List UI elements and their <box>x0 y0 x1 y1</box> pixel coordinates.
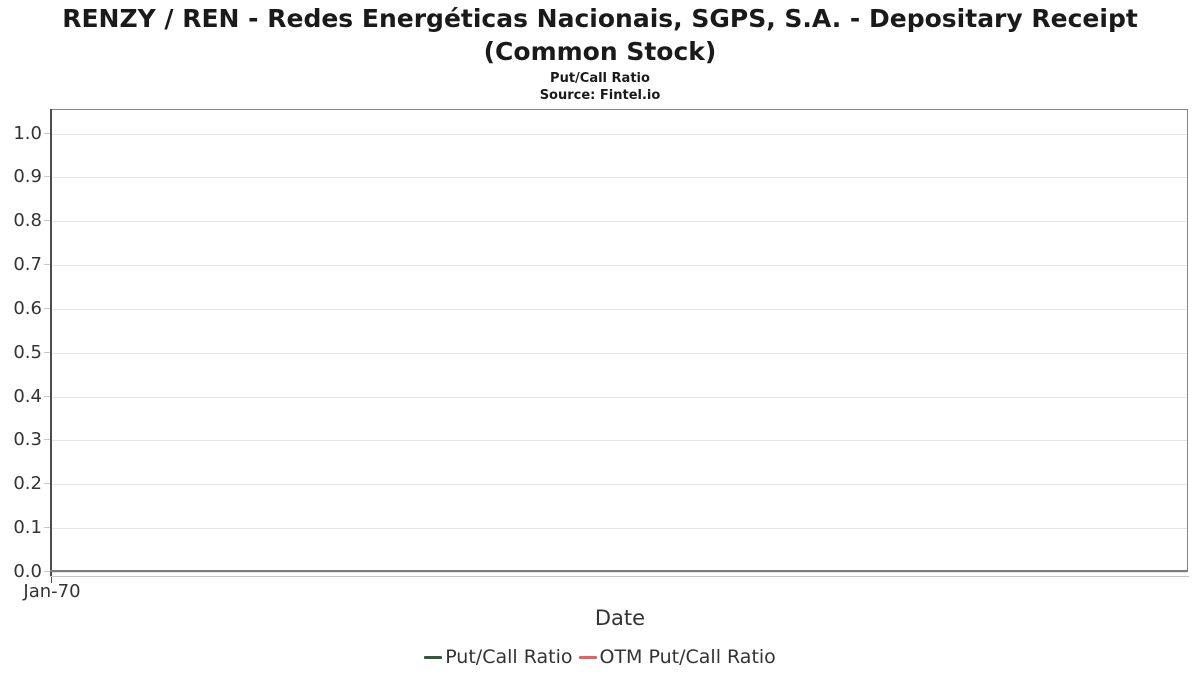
y-tick-label: 1.0 <box>13 122 42 144</box>
y-axis-line <box>50 109 52 577</box>
chart-title-line-2: (Common Stock) <box>483 37 717 66</box>
x-axis-label: Date <box>594 606 646 630</box>
legend-label-put-call-ratio: Put/Call Ratio <box>445 646 573 668</box>
y-tick <box>44 132 50 134</box>
y-gridline <box>52 352 1187 354</box>
y-tick-label: 0.4 <box>13 385 42 407</box>
y-tick <box>44 220 50 222</box>
legend-label-otm-put-call-ratio: OTM Put/Call Ratio <box>599 646 776 668</box>
y-gridline <box>52 572 1187 573</box>
legend-item-otm-put-call-ratio[interactable]: OTM Put/Call Ratio <box>578 646 776 668</box>
y-gridline <box>52 133 1187 135</box>
y-tick <box>44 527 50 529</box>
y-tick <box>44 483 50 485</box>
y-tick <box>44 176 50 178</box>
x-axis-secondary-line <box>50 576 1189 577</box>
y-tick-label: 0.8 <box>13 210 42 232</box>
chart-source: Source: Fintel.io <box>539 88 661 103</box>
x-tick-label: Jan-70 <box>23 581 81 602</box>
y-tick-label: 0.7 <box>13 254 42 276</box>
y-gridline <box>52 528 1187 530</box>
chart-subtitle: Put/Call Ratio <box>550 71 650 86</box>
put-call-ratio-line-swatch <box>424 655 443 659</box>
y-tick <box>44 439 50 441</box>
x-axis-line <box>50 570 1188 572</box>
plot-area <box>52 109 1188 573</box>
legend: Put/Call Ratio OTM Put/Call Ratio <box>0 646 1200 668</box>
y-tick-label: 0.9 <box>13 166 42 188</box>
y-tick <box>44 264 50 266</box>
y-tick-label: 0.3 <box>13 429 42 451</box>
y-gridline <box>52 308 1187 310</box>
y-tick <box>44 307 50 309</box>
y-gridline <box>52 265 1187 267</box>
chart-title-line-1: RENZY / REN - Redes Energéticas Nacionai… <box>62 4 1138 33</box>
y-tick <box>44 351 50 353</box>
y-tick <box>44 395 50 397</box>
y-tick-label: 0.1 <box>13 517 42 539</box>
y-tick-label: 0.5 <box>13 341 42 363</box>
chart-header: RENZY / REN - Redes Energéticas Nacionai… <box>0 2 1200 104</box>
y-tick-label: 0.0 <box>13 561 42 582</box>
y-gridline <box>52 396 1187 398</box>
y-tick-label: 0.6 <box>13 297 42 319</box>
otm-put-call-ratio-line-swatch <box>578 655 597 659</box>
y-tick <box>44 571 50 572</box>
y-gridline <box>52 440 1187 442</box>
y-gridline <box>52 484 1187 486</box>
y-gridline <box>52 177 1187 179</box>
y-gridline <box>52 221 1187 223</box>
y-tick-label: 0.2 <box>13 473 42 495</box>
x-tick <box>51 577 52 583</box>
legend-item-put-call-ratio[interactable]: Put/Call Ratio <box>424 646 573 668</box>
